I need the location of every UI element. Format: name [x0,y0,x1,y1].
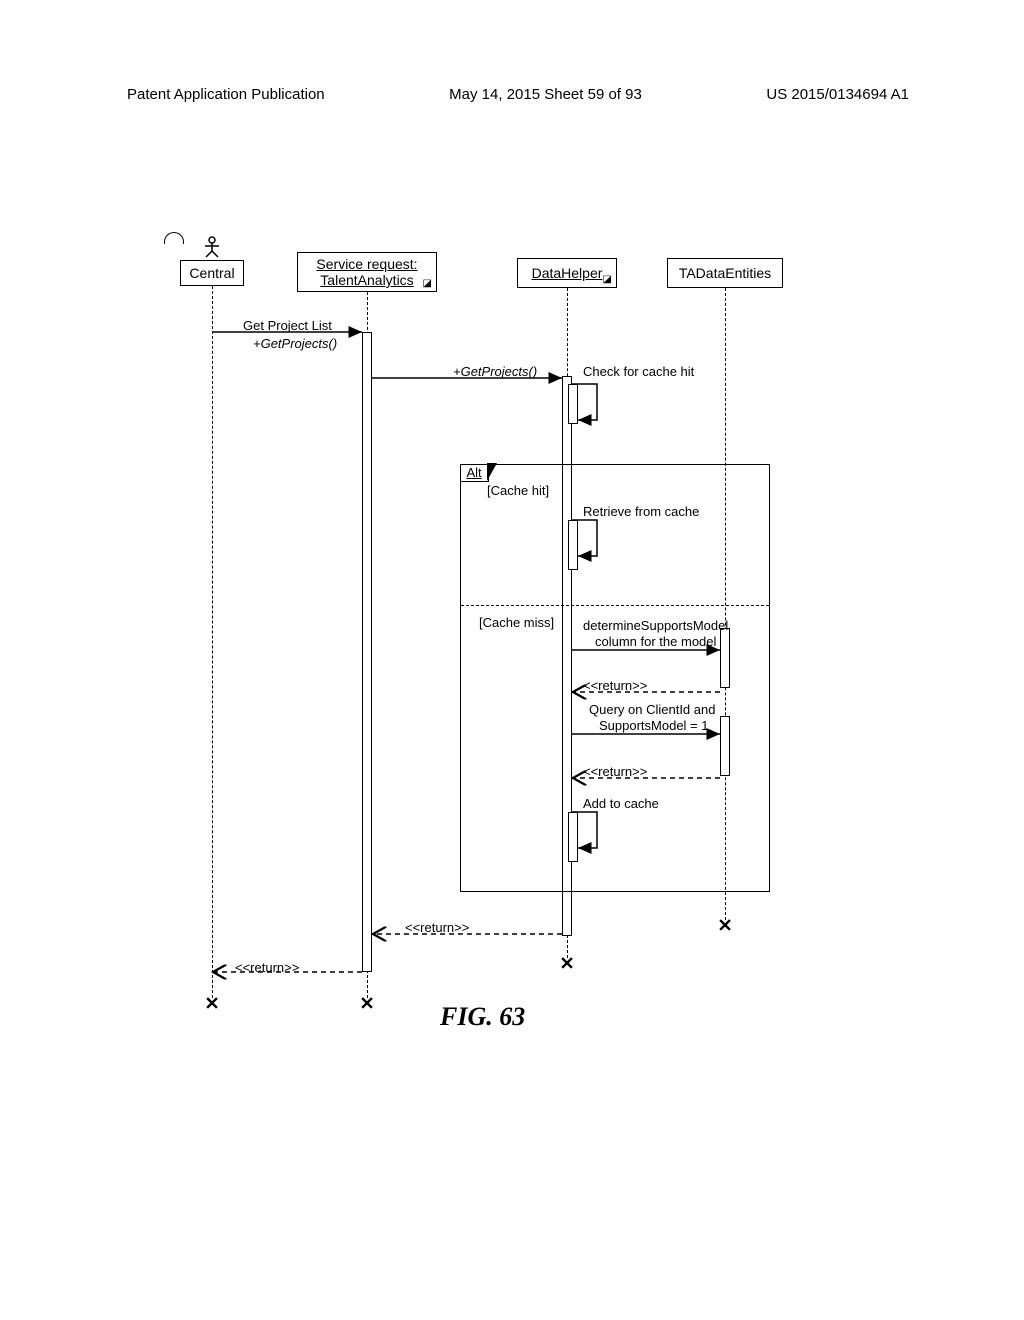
participant-central: Central [180,260,244,286]
msg-return-2: <<return>> [583,764,647,779]
actor-icon [202,236,222,263]
participant-datahelper: DataHelper ◪ [517,258,617,288]
msg-check-cache: Check for cache hit [583,364,694,379]
guard-cache-miss: [Cache miss] [479,615,554,630]
msg-return-3: <<return>> [405,920,469,935]
msg-determine-supports-a: determineSupportsModel [583,618,728,633]
participant-label: Central [189,265,234,281]
msg-return-4: <<return>> [235,960,299,975]
figure-label: FIG. 63 [440,1002,525,1032]
alt-divider [461,605,769,606]
participant-label-line1: Service request: [316,256,417,272]
sequence-diagram: Central Service request: TalentAnalytics… [145,240,825,1020]
destroy-p2: ✕ [359,994,374,1015]
destroy-p3: ✕ [559,954,574,975]
msg-getprojects-2: +GetProjects() [453,364,537,379]
msg-query-b: SupportsModel = 1 [599,718,708,733]
destroy-p1: ✕ [204,994,219,1015]
activation-p2 [362,332,372,972]
msg-return-1: <<return>> [583,678,647,693]
msg-get-project-list: Get Project List [243,318,332,333]
lifeline-p1 [212,286,213,998]
header-center: May 14, 2015 Sheet 59 of 93 [449,86,642,103]
participant-service-request: Service request: TalentAnalytics ◪ [297,252,437,292]
component-icon: ◪ [423,278,432,289]
header-right: US 2015/0134694 A1 [766,86,909,103]
alt-operator-tab: Alt [460,464,489,482]
participant-label: TADataEntities [679,265,771,281]
participant-label-line2: TalentAnalytics [320,272,413,288]
msg-retrieve-cache: Retrieve from cache [583,504,699,519]
activation-p3-cachecheck [568,384,578,424]
guard-cache-hit: [Cache hit] [487,483,549,498]
page-header: Patent Application Publication May 14, 2… [0,86,1024,103]
msg-query-a: Query on ClientId and [589,702,715,717]
msg-add-cache: Add to cache [583,796,659,811]
participant-tadataentities: TADataEntities [667,258,783,288]
msg-determine-supports-b: column for the model [595,634,716,649]
component-icon: ◪ [603,274,612,285]
msg-getprojects-1: +GetProjects() [253,336,337,351]
destroy-p4: ✕ [717,916,732,937]
header-left: Patent Application Publication [127,86,325,103]
participant-label: DataHelper [532,265,603,281]
